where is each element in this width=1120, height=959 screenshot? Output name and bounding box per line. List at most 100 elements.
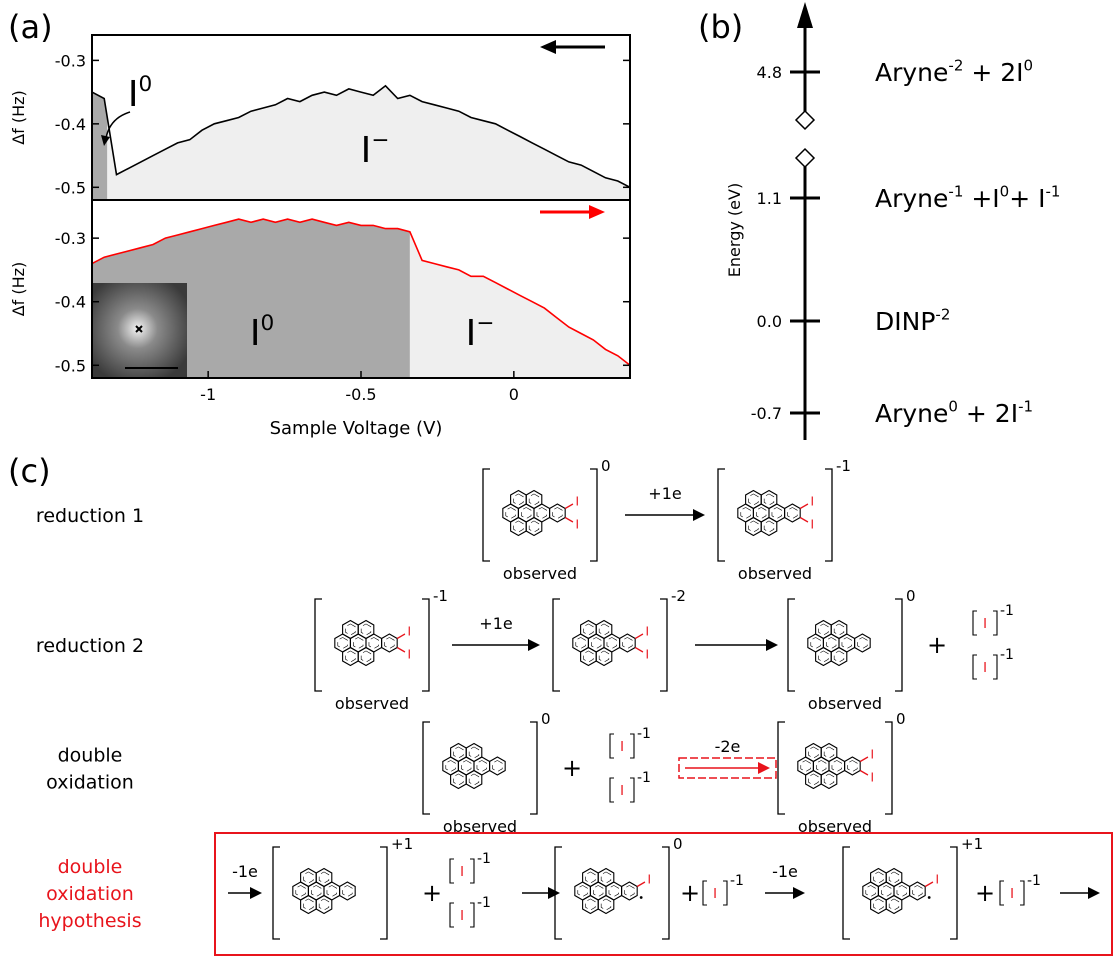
substituent-bond	[565, 504, 573, 509]
ring-inner	[764, 521, 774, 532]
substituent-label: I	[811, 518, 815, 532]
ring-inner	[338, 637, 348, 648]
y-tick-label: -0.5	[55, 178, 86, 197]
text-part: I	[466, 313, 477, 354]
substituent-label: I	[936, 873, 940, 887]
ring-inner	[809, 747, 819, 758]
y-tick-label: -0.3	[55, 229, 86, 248]
ring-inner	[493, 760, 503, 771]
ring	[910, 882, 926, 900]
row-label: double	[58, 745, 123, 767]
substituent-bond	[397, 648, 405, 653]
ring	[382, 634, 398, 652]
substituent-bond	[635, 634, 643, 639]
ring-inner	[319, 872, 329, 883]
charge: -1	[730, 873, 744, 889]
ion-symbol: I	[460, 909, 464, 924]
note: observed	[808, 694, 882, 713]
substituent-label: I	[871, 771, 875, 785]
sweep-arrowhead	[589, 205, 605, 219]
ring-inner	[764, 494, 774, 505]
bracket	[895, 599, 902, 691]
ring-inner	[304, 872, 314, 883]
molecule: I0	[555, 835, 683, 939]
charge: 0	[673, 835, 683, 853]
ring-inner	[361, 624, 371, 635]
arrowhead	[250, 887, 262, 899]
ring-inner	[353, 637, 363, 648]
axis-break	[796, 111, 814, 129]
arrowhead	[793, 887, 805, 899]
substituent-bond	[565, 518, 573, 523]
ring-inner	[741, 507, 751, 518]
charge: -1	[477, 851, 491, 867]
superscript: -2	[948, 57, 963, 75]
ring-inner	[599, 651, 609, 662]
ring	[490, 757, 506, 775]
arrowhead	[1088, 887, 1100, 899]
panel-label: (b)	[698, 8, 743, 46]
molecule: +1	[273, 835, 413, 939]
bracket	[662, 847, 669, 939]
ring-inner	[599, 624, 609, 635]
ring-inner	[584, 651, 594, 662]
ring-inner	[601, 899, 611, 910]
charge: 0	[541, 710, 551, 728]
shaded-region	[107, 35, 630, 200]
panel-label: (a)	[8, 8, 53, 46]
ring-inner	[874, 899, 884, 910]
y-axis-title: Δf (Hz)	[9, 262, 28, 317]
charge: 0	[601, 457, 611, 475]
row-label: double	[58, 856, 123, 878]
rich-text: I0	[128, 72, 152, 115]
ring	[526, 518, 542, 536]
ring	[358, 648, 374, 666]
ring	[785, 504, 801, 522]
row-label: reduction 2	[36, 635, 144, 657]
y-tick-label: -0.4	[55, 293, 86, 312]
charge: -1	[1000, 603, 1014, 619]
ring-inner	[576, 637, 586, 648]
ring-inner	[469, 747, 479, 758]
ring	[871, 896, 887, 914]
charge: +1	[961, 835, 983, 853]
bracket	[553, 599, 560, 691]
substituent-label: I	[646, 648, 650, 662]
superscript: 0	[1000, 183, 1010, 201]
ring	[343, 648, 359, 666]
ring-inner	[514, 494, 524, 505]
ring	[340, 882, 356, 900]
ring-inner	[866, 885, 876, 896]
energy-axis	[796, 2, 814, 440]
substituent-bond	[635, 648, 643, 653]
charge: 0	[906, 587, 916, 605]
bracket	[950, 847, 957, 939]
row-label: oxidation	[46, 772, 134, 794]
substituent-bond	[637, 882, 645, 887]
inset-image	[92, 283, 187, 378]
text-part: + I	[1009, 184, 1045, 213]
text-part: I	[128, 74, 139, 115]
charge: -1	[1000, 647, 1014, 663]
substituent-label: I	[811, 495, 815, 509]
plus: +	[927, 631, 947, 659]
ring-inner	[586, 872, 596, 883]
ring-inner	[346, 624, 356, 635]
ion-symbol: I	[1010, 887, 1014, 902]
arrow-label: -2e	[715, 737, 741, 756]
sweep-arrowhead	[540, 40, 556, 54]
ring-inner	[881, 885, 891, 896]
rich-text: Aryne-1 +I0+ I-1	[875, 183, 1060, 214]
superscript: 0	[948, 398, 958, 416]
ring-inner	[772, 507, 782, 518]
ring-inner	[529, 494, 539, 505]
arrowhead	[548, 887, 560, 899]
molecule: II-2	[553, 587, 686, 691]
row-label: reduction 1	[36, 505, 144, 527]
bracket	[660, 599, 667, 691]
ring-inner	[749, 521, 759, 532]
ring-inner	[889, 899, 899, 910]
ring	[620, 634, 636, 652]
ion-symbol: I	[460, 865, 464, 880]
y-tick-label: -0.4	[55, 115, 86, 134]
